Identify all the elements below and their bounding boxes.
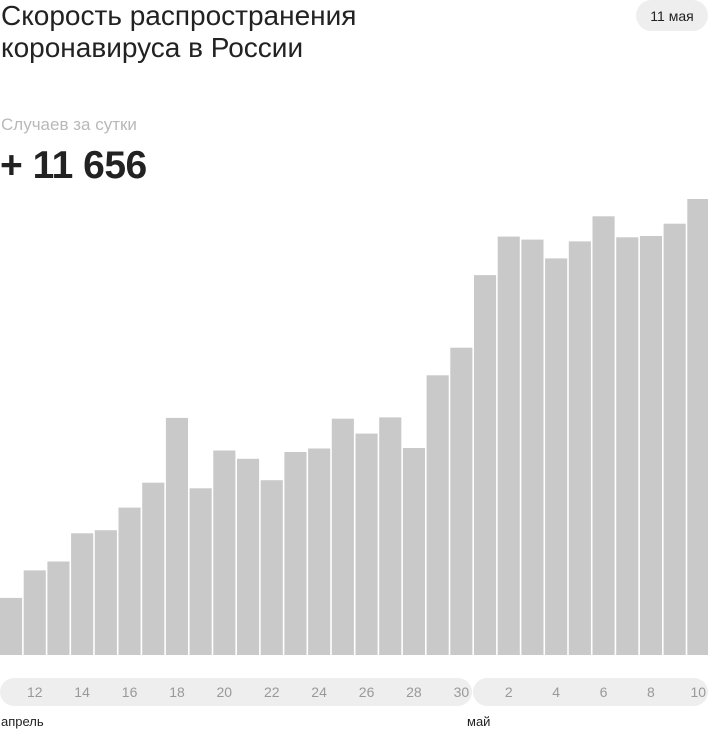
bars-group (0, 199, 708, 656)
metric-subtitle: Случаев за сутки (1, 115, 137, 134)
x-tick-label: 6 (600, 684, 608, 700)
x-tick-label: 12 (27, 684, 43, 700)
x-tick-label: 10 (691, 684, 707, 700)
x-tick-label: 22 (264, 684, 280, 700)
bar-19[interactable] (189, 488, 212, 655)
x-tick-label: 16 (122, 684, 138, 700)
chart-title: Скорость распространения коронавируса в … (1, 0, 561, 64)
bar-14[interactable] (71, 533, 94, 655)
bar-7[interactable] (616, 237, 639, 656)
bar-10[interactable] (687, 199, 708, 655)
bar-26[interactable] (355, 433, 378, 655)
bar-20[interactable] (213, 450, 236, 656)
bar-13[interactable] (47, 561, 70, 656)
x-tick-label: 24 (311, 684, 327, 700)
x-tick-label: 28 (406, 684, 422, 700)
bar-28[interactable] (402, 448, 425, 655)
bar-30[interactable] (450, 347, 473, 655)
x-tick-label: 20 (217, 684, 233, 700)
bar-5[interactable] (568, 241, 591, 655)
month-label: май (467, 714, 490, 729)
x-tick-label: 30 (454, 684, 470, 700)
bar-2[interactable] (497, 236, 520, 655)
x-tick-label: 14 (74, 684, 90, 700)
bar-1[interactable] (474, 275, 497, 655)
bar-12[interactable] (23, 570, 46, 655)
bar-15[interactable] (94, 530, 117, 655)
bar-17[interactable] (142, 482, 165, 655)
bar-8[interactable] (639, 236, 662, 655)
april-segment (0, 678, 472, 706)
may-segment (473, 678, 708, 706)
bar-22[interactable] (260, 480, 283, 655)
bar-24[interactable] (308, 448, 331, 656)
chart-title-line-1: Скорость распространения (1, 0, 357, 31)
bar-27[interactable] (379, 417, 402, 655)
daily-cases-value: + 11 656 (0, 144, 147, 187)
bar-29[interactable] (426, 375, 449, 655)
bar-16[interactable] (118, 507, 141, 655)
bar-11[interactable] (0, 597, 23, 655)
bar-3[interactable] (521, 239, 544, 655)
bar-23[interactable] (284, 452, 307, 655)
x-tick-label: 26 (359, 684, 375, 700)
bar-6[interactable] (592, 216, 615, 656)
bar-25[interactable] (331, 418, 354, 655)
month-label: апрель (1, 714, 44, 729)
x-tick-label: 2 (505, 684, 513, 700)
bar-18[interactable] (165, 417, 188, 655)
x-tick-label: 18 (169, 684, 185, 700)
bar-4[interactable] (545, 258, 568, 655)
date-badge[interactable]: 11 мая (636, 0, 708, 31)
bar-21[interactable] (237, 458, 260, 655)
chart-title-line-2: коронавируса в России (1, 32, 304, 63)
x-tick-label: 4 (552, 684, 560, 700)
x-tick-label: 8 (647, 684, 655, 700)
bar-9[interactable] (663, 223, 686, 655)
